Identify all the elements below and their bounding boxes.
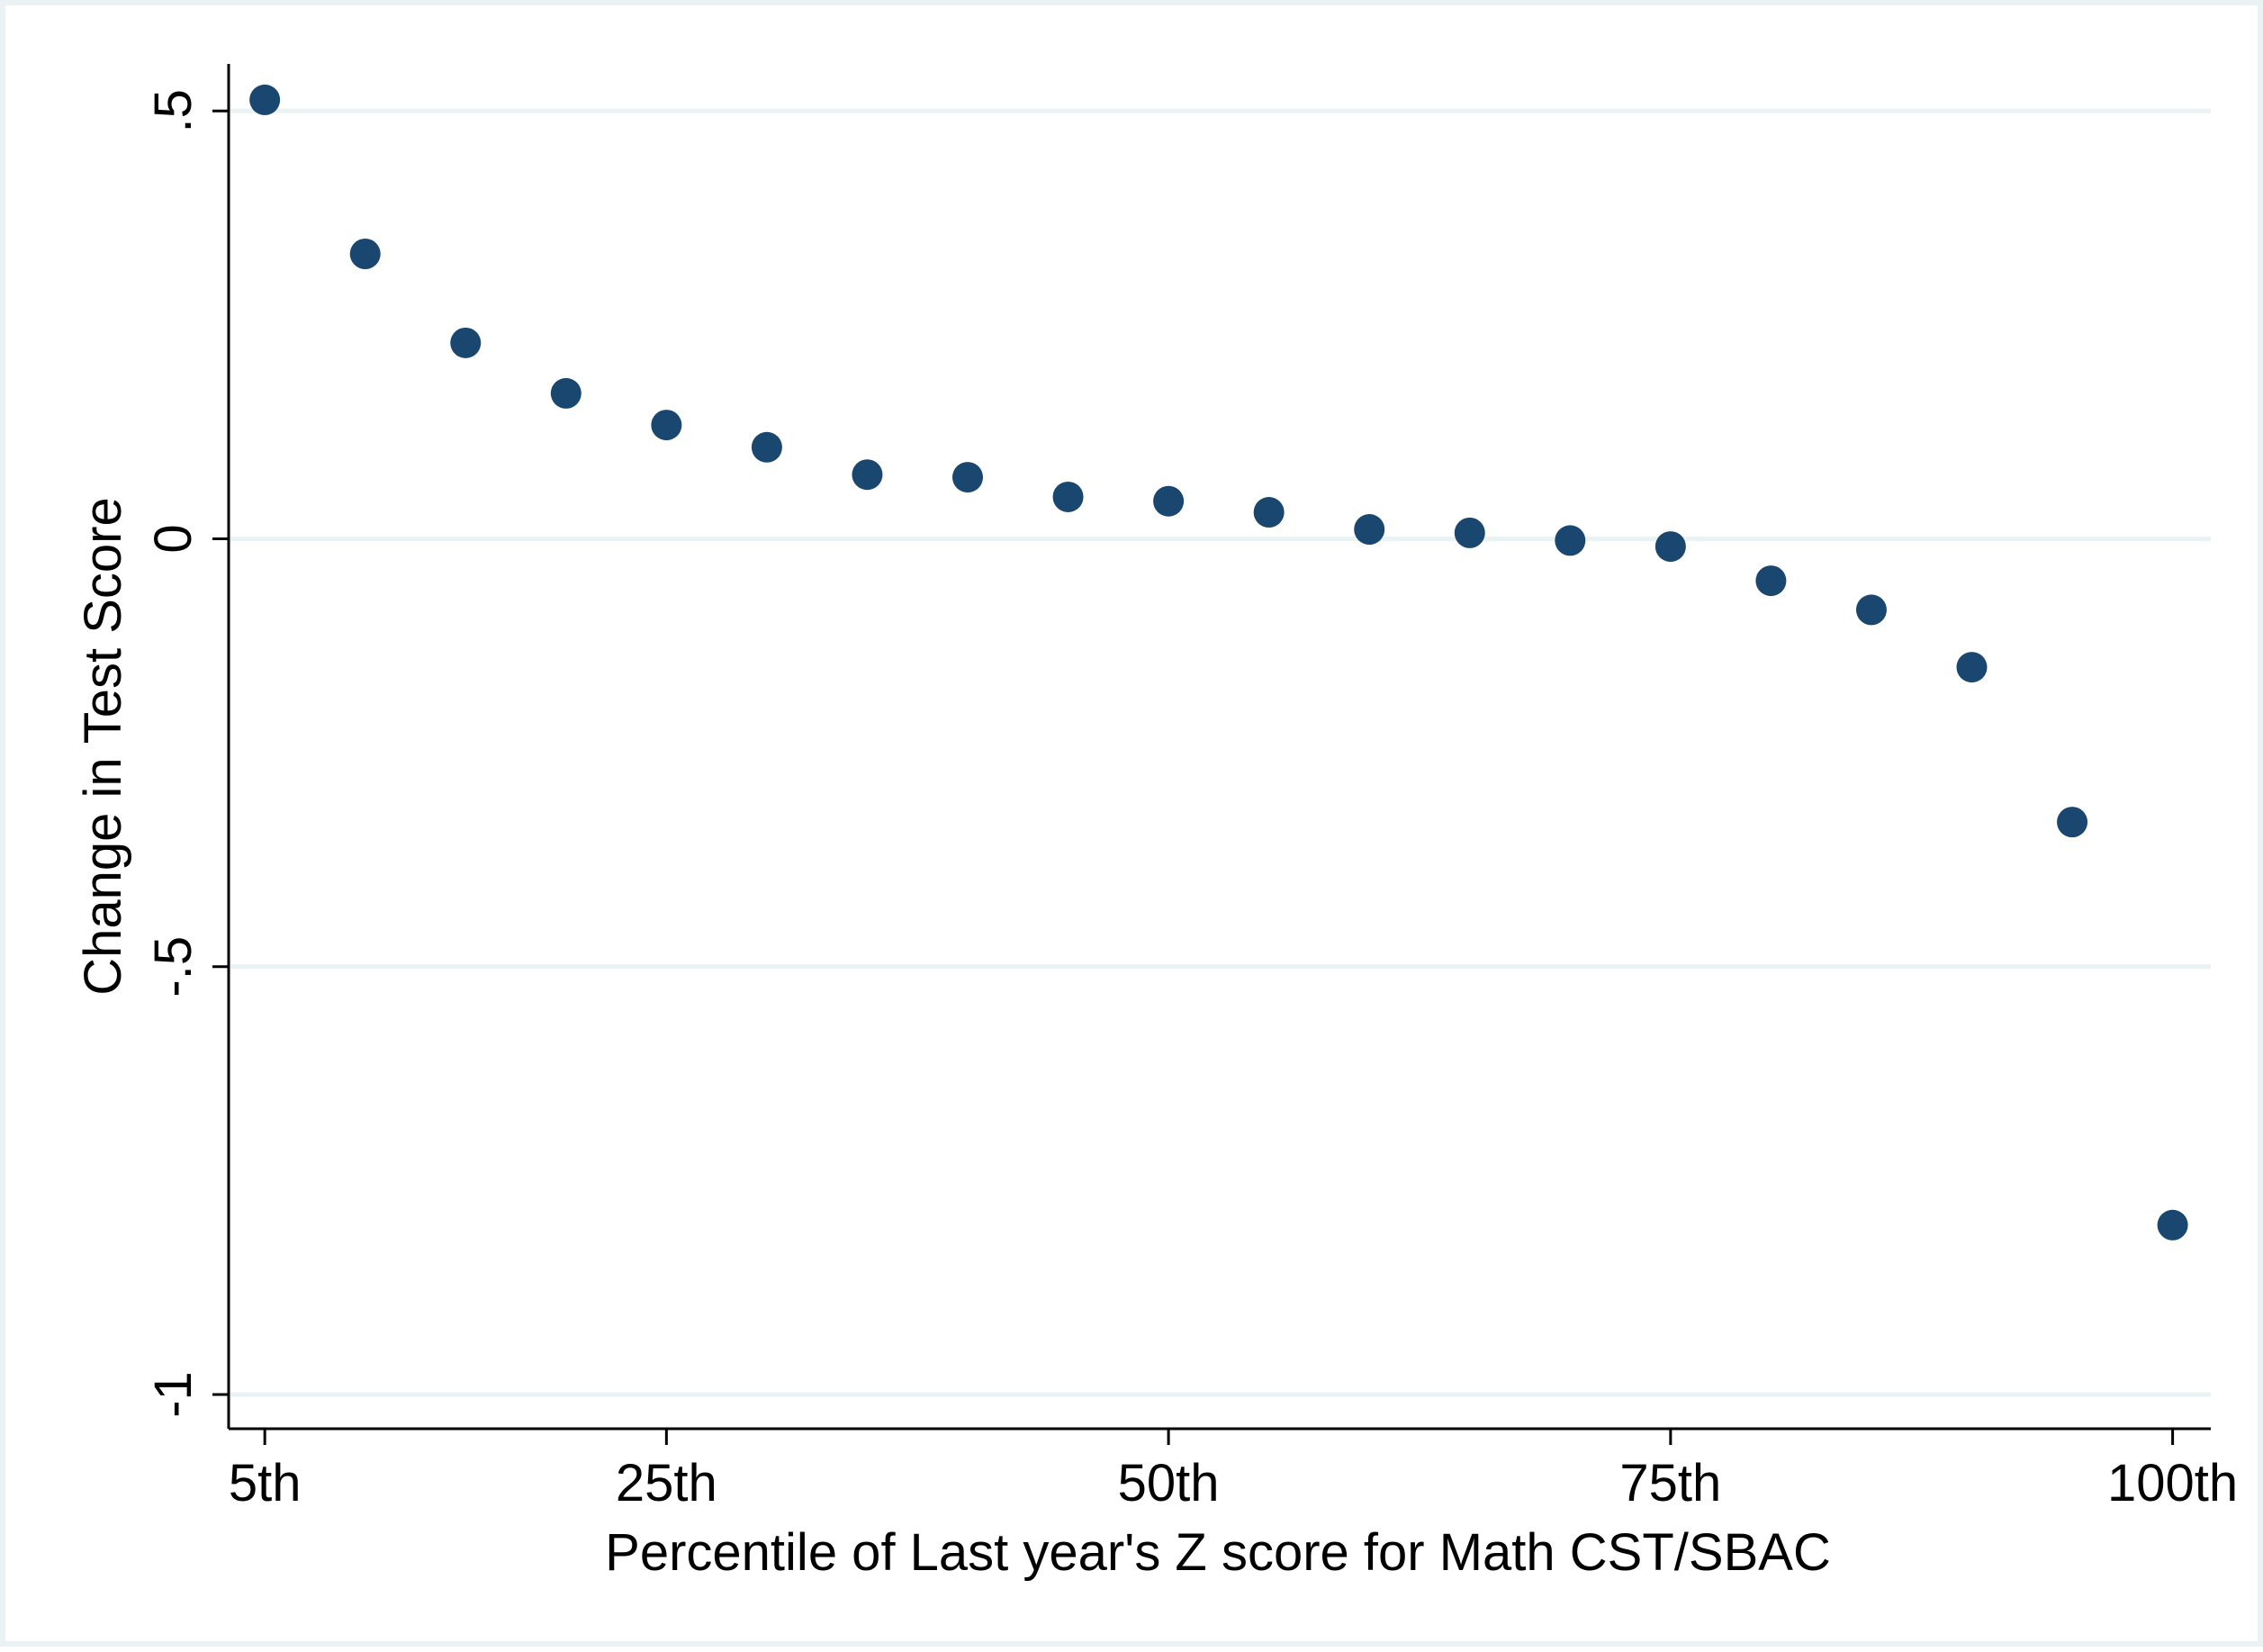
data-point [550,377,582,409]
data-point [1654,531,1686,563]
ticks: .5 0 -.5 -1 5th 25th 50th 75th 100th [144,89,2238,1512]
data-points [249,84,2188,1241]
data-point [2157,1209,2188,1241]
gridlines [230,108,2211,1397]
data-point [2057,807,2088,838]
y-tick-label: -.5 [144,936,203,998]
x-tick-label: 25th [616,1454,717,1512]
data-point [651,410,682,441]
x-axis-title: Percentile of Last year's Z score for Ma… [605,1523,1831,1582]
data-point [1052,481,1084,512]
data-point [1956,652,1988,683]
y-tick-label: -1 [144,1371,203,1418]
y-tick-label: .5 [144,89,203,132]
data-point [1454,517,1485,548]
x-tick-label: 100th [2107,1454,2238,1512]
data-point [1253,497,1285,528]
axes [227,64,2211,1431]
x-tick-label: 5th [229,1454,302,1512]
data-point [1354,514,1385,546]
scatter-chart: .5 0 -.5 -1 5th 25th 50th 75th 100th Percentile … [74,64,2238,1582]
data-point [751,431,782,463]
x-tick-label: 50th [1118,1454,1220,1512]
x-tick-label: 75th [1619,1454,1721,1512]
data-point [450,327,482,358]
data-point [1555,525,1586,556]
y-axis-title: Change in Test Score [74,497,132,996]
data-point [249,84,281,115]
data-point [1755,565,1787,597]
data-point [1153,485,1185,517]
data-point [349,239,381,270]
data-point [1855,594,1887,626]
y-tick-label: 0 [144,524,203,553]
data-point [852,459,883,491]
data-point [952,462,984,493]
